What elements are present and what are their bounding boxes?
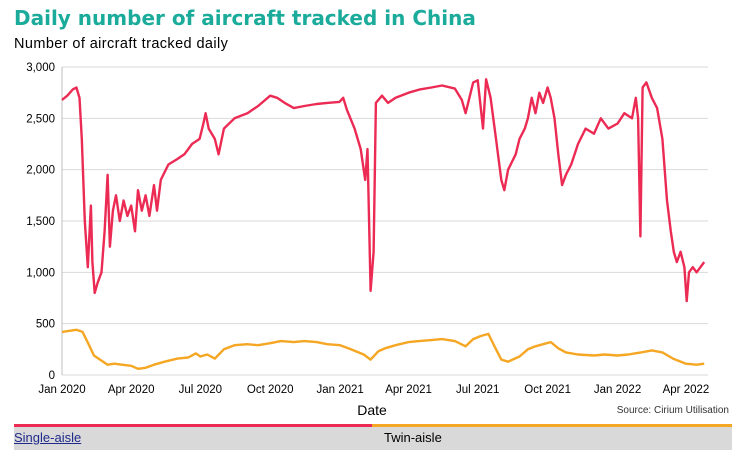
- legend-cell-single-aisle: [14, 427, 372, 450]
- y-tick-label: 1,500: [26, 216, 55, 228]
- source-note: Source: Cirium Utilisation: [616, 405, 729, 416]
- legend-swatch-single-aisle: [14, 424, 372, 427]
- series-line-twin-aisle: [61, 328, 705, 370]
- y-tick-label: 500: [36, 319, 55, 331]
- x-tick-label: Jul 2021: [456, 384, 499, 396]
- chart-title: Daily number of aircraft tracked in Chin…: [14, 6, 476, 30]
- legend-item-single-aisle[interactable]: Single-aisle: [14, 430, 82, 445]
- x-tick-label: Jan 2021: [316, 384, 363, 396]
- x-tick-label: Jul 2020: [179, 384, 222, 396]
- y-tick-label: 2,000: [26, 165, 55, 177]
- gridlines: [61, 66, 708, 376]
- chart-subtitle: Number of aircraft tracked daily: [14, 36, 229, 52]
- legend-cell-twin-aisle: [372, 427, 732, 450]
- x-tick-label: Apr 2021: [385, 384, 432, 396]
- y-tick-label: 2,500: [26, 113, 55, 125]
- line-chart: 0 500 1,000 1,500 2,000 2,500 3,000 Jan 2020 Ap…: [26, 62, 709, 396]
- legend-item-twin-aisle[interactable]: Twin-aisle: [384, 430, 442, 445]
- y-tick-labels: 0 500 1,000 1,500 2,000 2,500 3,000: [26, 62, 55, 382]
- y-tick-label: 0: [49, 370, 55, 382]
- x-tick-label: Oct 2021: [524, 384, 571, 396]
- x-tick-label: Apr 2020: [108, 384, 155, 396]
- x-tick-label: Oct 2020: [247, 384, 294, 396]
- x-tick-label: Apr 2022: [663, 384, 710, 396]
- series-lines: [61, 78, 706, 370]
- y-tick-label: 1,000: [26, 267, 55, 279]
- legend: Single-aisle Twin-aisle: [0, 424, 744, 450]
- y-tick-label: 3,000: [26, 62, 55, 74]
- series-line-single-aisle: [61, 78, 706, 303]
- x-axis-label: Date: [357, 402, 387, 418]
- x-tick-label: Jan 2020: [38, 384, 85, 396]
- x-tick-labels: Jan 2020 Apr 2020 Jul 2020 Oct 2020 Jan 2021…: [38, 384, 709, 396]
- x-tick-label: Jan 2022: [594, 384, 641, 396]
- legend-swatch-twin-aisle: [372, 424, 732, 427]
